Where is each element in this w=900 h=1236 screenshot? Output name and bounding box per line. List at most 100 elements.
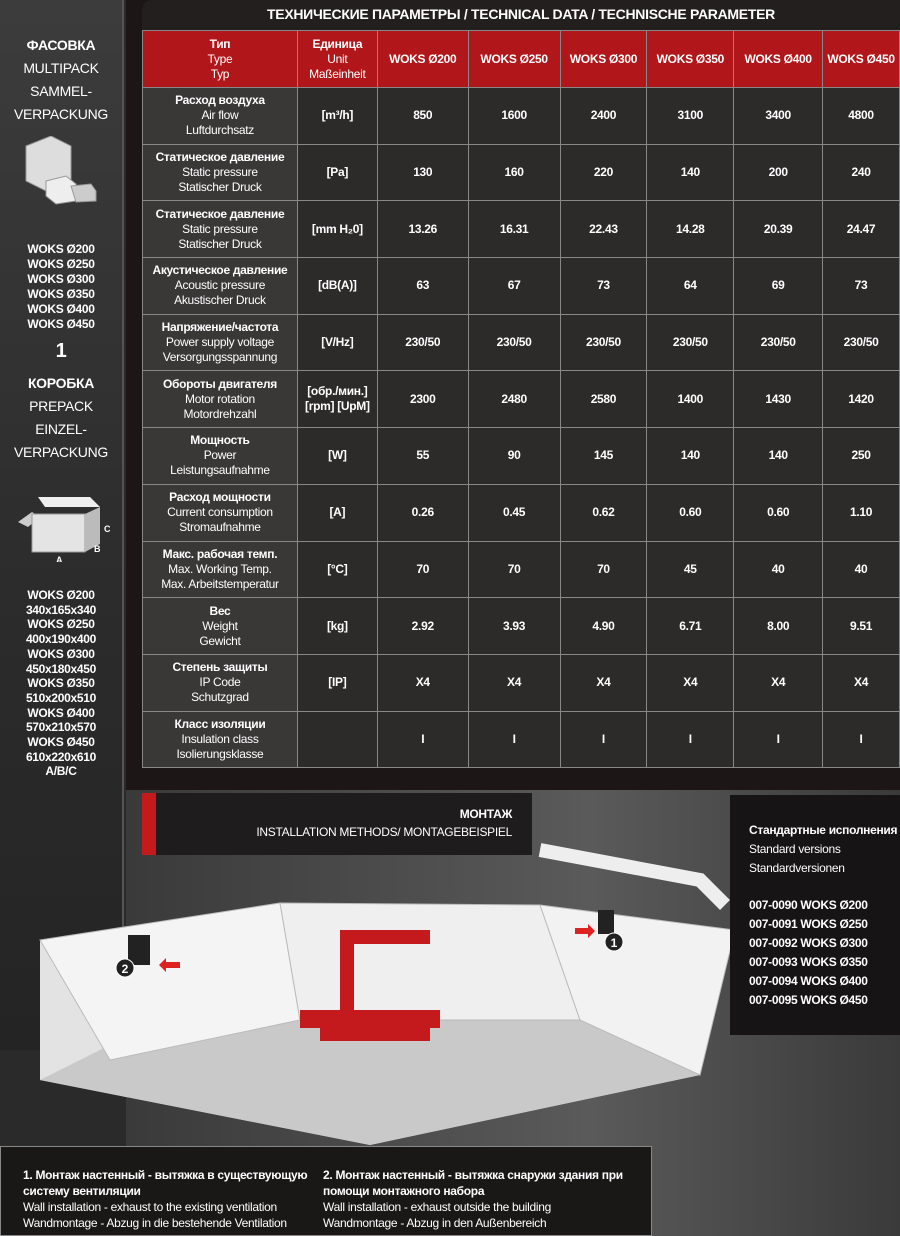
version-item: 007-0090 WOKS Ø200 (749, 898, 868, 912)
parameter-de: Versorgungsspannung (162, 350, 278, 365)
value-cell: X4 (467, 653, 561, 712)
version-item: 007-0092 WOKS Ø300 (749, 936, 868, 950)
parameter-de: Max. Arbeitstemperatur (161, 576, 279, 591)
parameter-en: Motor rotation (185, 391, 255, 406)
unit-cell: [Pa] (296, 143, 378, 202)
installation-captions: 1. Монтаж настенный - вытяжка в существу… (0, 1146, 652, 1236)
value-cell: I (646, 710, 735, 769)
table-row: Статическое давление Static pressure Stati… (142, 200, 900, 259)
fan-1-icon (598, 910, 614, 934)
unit-cell: [°C] (296, 540, 378, 599)
parameter-en: Current consumption (167, 505, 273, 520)
table-header-row: Тип Type Typ Единица Unit Maßeinheit WOKS Ø2… (142, 30, 900, 88)
installation-title: МОНТАЖ (459, 807, 513, 821)
red-stripe (142, 793, 156, 855)
value-cell: 130 (376, 143, 469, 202)
multipack-de: SAMMEL- (30, 83, 92, 99)
table-title: ТЕХНИЧЕСКИЕ ПАРАМЕТРЫ / TECHNICAL DATA /… (142, 0, 900, 30)
parameter-de: Luftdurchsatz (185, 123, 255, 138)
version-item: 007-0091 WOKS Ø250 (749, 917, 868, 931)
model: WOKS Ø250 (27, 257, 95, 271)
value-cell: 40 (733, 540, 824, 599)
text: Unit (327, 51, 348, 66)
parameter-de: Statischer Druck (178, 180, 262, 195)
value-cell: 69 (733, 257, 824, 315)
value-cell: 1400 (646, 370, 735, 429)
parameter-en: Weight (202, 618, 238, 633)
box-icon: B C A (18, 497, 110, 562)
parameter-en: Power supply voltage (165, 335, 274, 350)
parameter-ru: Вес (209, 603, 231, 618)
parameter-en: Power (203, 448, 237, 463)
table-row: Статическое давление Static pressure Stati… (142, 143, 900, 202)
prepack-ru: КОРОБКА (27, 375, 95, 391)
box-size: 400x190x400 (25, 632, 97, 647)
header-model: WOKS Ø450 (822, 30, 900, 88)
value-cell: 230/50 (467, 313, 561, 372)
parameter-cell: Статическое давление Static pressure Stati… (142, 143, 298, 202)
parameter-cell: Акустическое давление Acoustic pressure Ak… (142, 257, 298, 315)
value-cell: X4 (733, 653, 824, 712)
value-cell: 16.31 (467, 200, 561, 259)
caption-2: 2. Монтаж настенный - вытяжка снаружи зд… (323, 1167, 623, 1231)
unit-cell: [W] (296, 427, 378, 485)
installation-banner: МОНТАЖ INSTALLATION METHODS/ MONTAGEBEIS… (142, 793, 532, 855)
value-cell: 6.71 (646, 597, 735, 655)
box-size: 570x210x570 (25, 720, 97, 735)
value-cell: 0.62 (559, 483, 648, 542)
header-model: WOKS Ø250 (467, 30, 561, 88)
marker-2 (115, 958, 135, 978)
box-size: 610x220x610 (25, 749, 97, 764)
value-cell: 0.60 (646, 483, 735, 542)
value-cell: I (467, 710, 561, 769)
parameter-en: Max. Working Temp. (168, 561, 272, 576)
value-cell: 13.26 (376, 200, 469, 259)
header-unit: Единица Unit Maßeinheit (296, 30, 378, 88)
parameter-ru: Статическое давление (155, 206, 285, 221)
model: WOKS Ø400 (27, 302, 95, 316)
value-cell: 3100 (646, 87, 735, 145)
versions-ru: Стандартные исполнения (749, 823, 898, 837)
unit-cell: [V/Hz] (296, 313, 378, 372)
value-cell: 145 (559, 427, 648, 485)
parameter-en: Static pressure (182, 165, 258, 180)
text: Typ (210, 66, 230, 81)
parameter-ru: Напряжение/частота (161, 320, 279, 335)
value-cell: 9.51 (822, 597, 900, 655)
value-cell: 230/50 (559, 313, 648, 372)
table-row: Макс. рабочая темп. Max. Working Temp. Max… (142, 540, 900, 599)
parameter-ru: Статическое давление (155, 150, 285, 165)
value-cell: 0.26 (376, 483, 469, 542)
value-cell: 70 (467, 540, 561, 599)
prepack-de2: VERPACKUNG (14, 444, 108, 460)
table-row: Обороты двигателя Motor rotation Motordreh… (142, 370, 900, 429)
box-size: WOKS Ø200 (27, 588, 95, 602)
box-size: 340x165x340 (25, 602, 97, 617)
box-size: WOKS Ø300 (27, 646, 95, 661)
text: Единица (312, 36, 363, 51)
value-cell: 73 (559, 257, 648, 315)
value-cell: 200 (733, 143, 824, 202)
table-row: Вес Weight Gewicht [kg] 2.92 3.93 4.90 6.71 8.00… (142, 597, 900, 655)
installation-subtitle: INSTALLATION METHODS/ MONTAGEBEISPIEL (256, 825, 512, 839)
text: 2 (122, 962, 129, 976)
value-cell: 4.90 (559, 597, 648, 655)
parameter-cell: Обороты двигателя Motor rotation Motordreh… (142, 370, 298, 429)
version-item: 007-0093 WOKS Ø350 (749, 955, 868, 969)
value-cell: 2480 (467, 370, 561, 429)
parameter-cell: Макс. рабочая темп. Max. Working Temp. Max… (142, 540, 298, 599)
value-cell: 24.47 (822, 200, 900, 259)
table-row: Акустическое давление Acoustic pressure Ak… (142, 257, 900, 315)
value-cell: 4800 (822, 87, 900, 145)
value-cell: X4 (559, 653, 648, 712)
parameter-en: IP Code (199, 675, 241, 690)
version-item: 007-0094 WOKS Ø400 (749, 974, 868, 988)
value-cell: 70 (376, 540, 469, 599)
value-cell: 160 (467, 143, 561, 202)
header-model: WOKS Ø300 (559, 30, 648, 88)
multipack-quantity: 1 (55, 340, 67, 362)
parameter-ru: Мощность (190, 433, 250, 448)
value-cell: 230/50 (376, 313, 469, 372)
model: WOKS Ø300 (27, 272, 95, 286)
value-cell: 2300 (376, 370, 469, 429)
